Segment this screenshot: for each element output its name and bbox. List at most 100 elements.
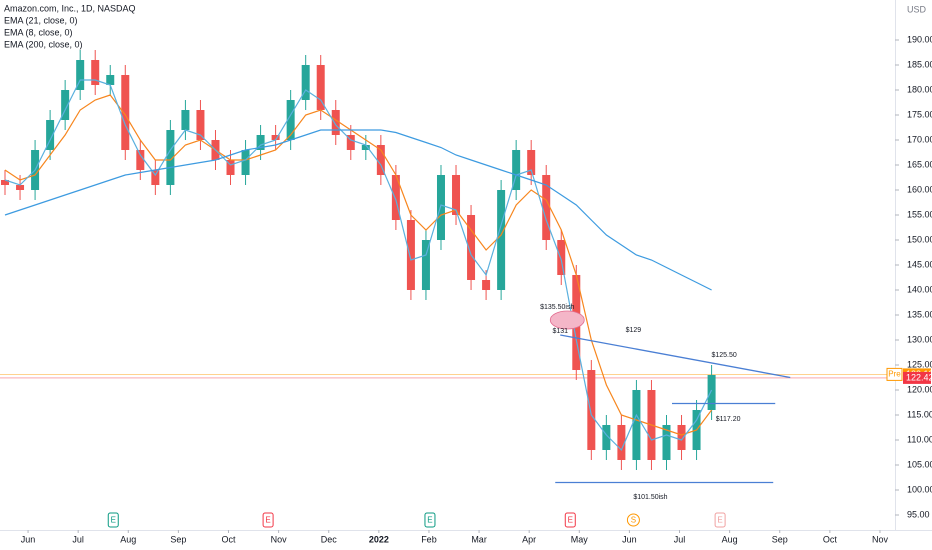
y-tick-label: 150.00 <box>907 234 932 244</box>
y-tick-label: 120.00 <box>907 384 932 394</box>
candle-body <box>331 110 340 135</box>
candle-body <box>617 425 626 460</box>
event-marker: E <box>107 512 119 528</box>
candle-body <box>707 375 716 410</box>
ema-line <box>4 94 713 436</box>
candle-body <box>1 180 10 185</box>
event-badge <box>107 512 119 528</box>
ema-line <box>4 79 713 452</box>
y-tick-label: 100.00 <box>907 484 932 494</box>
x-tick-label: 2022 <box>369 534 389 544</box>
candle-body <box>181 110 190 130</box>
price-tag-name: Pre <box>888 370 901 379</box>
candle-body <box>271 135 280 140</box>
y-tick-label: 160.00 <box>907 184 932 194</box>
ema-line <box>4 129 712 291</box>
y-tick-label: 105.00 <box>907 459 932 469</box>
candle-body <box>421 240 430 290</box>
y-tick-label: 185.00 <box>907 59 932 69</box>
x-tick-label: Sep <box>170 534 186 544</box>
trend-line <box>560 334 791 379</box>
event-label: S <box>631 516 636 525</box>
candle-body <box>406 220 415 290</box>
candle-body <box>542 175 551 240</box>
candle-body <box>16 185 25 190</box>
event-badge <box>714 512 726 528</box>
event-marker: E <box>262 512 274 528</box>
event-badge <box>262 512 274 528</box>
candle-body <box>91 60 100 85</box>
y-tick-label: 165.00 <box>907 159 932 169</box>
annotation: $125.50 <box>711 352 736 359</box>
annotation: $117.20 <box>716 416 741 423</box>
x-tick-label: Sep <box>772 534 788 544</box>
candle-body <box>482 280 491 290</box>
candle-body <box>316 65 325 110</box>
legend-entry: EMA (21, close, 0) <box>4 15 78 25</box>
y-tick-label: 110.00 <box>907 434 932 444</box>
candle-body <box>61 90 70 120</box>
x-tick-label: Jun <box>21 534 36 544</box>
legend-entry: EMA (8, close, 0) <box>4 27 73 37</box>
chart-title: Amazon.com, Inc., 1D, NASDAQ <box>4 3 136 13</box>
x-tick-label: Mar <box>471 534 487 544</box>
candle-body <box>106 75 115 85</box>
y-tick-label: 190.00 <box>907 34 932 44</box>
event-label: E <box>111 516 116 525</box>
candle-body <box>76 60 85 90</box>
y-tick-label: 125.00 <box>907 359 932 369</box>
event-label: E <box>265 516 270 525</box>
x-tick-label: Nov <box>872 534 889 544</box>
event-label: E <box>568 516 573 525</box>
x-tick-label: Feb <box>421 534 437 544</box>
event-marker: E <box>424 512 436 528</box>
y-tick-label: 130.00 <box>907 334 932 344</box>
candle-body <box>527 150 536 175</box>
candle-body <box>497 190 506 290</box>
y-tick-label: 175.00 <box>907 109 932 119</box>
price-tag-name-box <box>886 367 903 381</box>
candle-body <box>196 110 205 140</box>
annotation: $135.50ish <box>540 304 574 311</box>
y-tick-label: 140.00 <box>907 284 932 294</box>
y-tick-label: 135.00 <box>907 309 932 319</box>
candle-body <box>467 215 476 280</box>
candle-body <box>241 150 250 175</box>
x-tick-label: Aug <box>722 534 738 544</box>
annotation: $129 <box>626 327 642 334</box>
candle-body <box>286 100 295 140</box>
event-badge <box>424 512 436 528</box>
event-label: E <box>717 516 722 525</box>
annotation: $101.50ish <box>633 494 667 501</box>
x-tick-label: Dec <box>321 534 338 544</box>
x-tick-label: Nov <box>271 534 288 544</box>
candle-body <box>587 370 596 450</box>
x-tick-label: Jun <box>622 534 637 544</box>
event-badge <box>626 513 640 527</box>
y-tick-label: 180.00 <box>907 84 932 94</box>
currency: USD <box>907 4 927 14</box>
event-marker: E <box>714 512 726 528</box>
candle-body <box>361 145 370 150</box>
price-tag <box>903 371 931 384</box>
event-badge <box>564 512 576 528</box>
candle-body <box>602 425 611 450</box>
x-tick-label: Jul <box>72 534 84 544</box>
candle-body <box>512 150 521 190</box>
candle-body <box>452 175 461 215</box>
candle-body <box>301 65 310 100</box>
y-tick-label: 145.00 <box>907 259 932 269</box>
candle-body <box>121 75 130 150</box>
candle-body <box>557 240 566 275</box>
x-tick-label: Jul <box>674 534 686 544</box>
candle-body <box>391 175 400 220</box>
price-tag-value: 122.42 <box>906 372 932 382</box>
x-tick-label: Oct <box>222 534 237 544</box>
x-tick-label: May <box>571 534 589 544</box>
y-tick-label: 115.00 <box>907 409 932 419</box>
candle-body <box>256 135 265 150</box>
event-label: E <box>427 516 432 525</box>
y-tick-label: 95.00 <box>907 509 930 519</box>
